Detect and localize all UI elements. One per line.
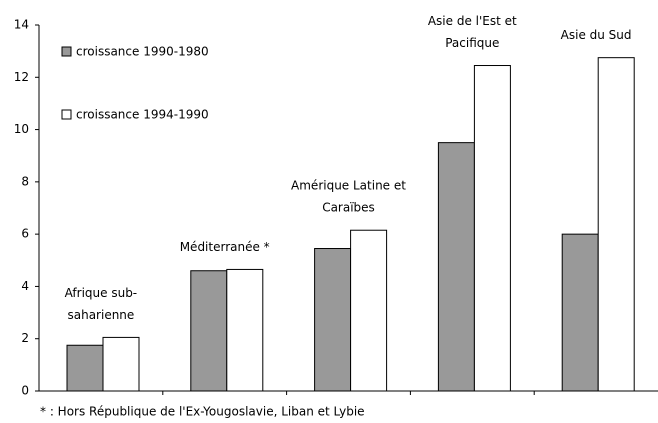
category-label: Afrique sub- xyxy=(65,286,138,300)
footnote: * : Hors République de l'Ex-Yougoslavie,… xyxy=(40,405,365,419)
legend-label: croissance 1994-1990 xyxy=(76,108,209,122)
y-tick-label: 12 xyxy=(14,70,29,84)
y-tick-label: 14 xyxy=(14,18,29,32)
y-tick-label: 0 xyxy=(21,384,29,398)
category-label: saharienne xyxy=(67,308,134,322)
category-label: Pacifique xyxy=(445,36,499,50)
category-label: Méditerranée * xyxy=(180,240,270,254)
y-tick-label: 2 xyxy=(21,331,29,345)
category-label: Asie du Sud xyxy=(561,28,632,42)
bar xyxy=(190,270,228,392)
bar xyxy=(597,57,635,392)
legend-swatch xyxy=(61,46,72,57)
y-tick-label: 8 xyxy=(21,174,29,188)
bar xyxy=(473,65,511,392)
bar xyxy=(66,344,104,392)
y-tick-label: 6 xyxy=(21,227,29,241)
y-tick-label: 10 xyxy=(14,122,29,136)
bar xyxy=(350,229,388,392)
bar xyxy=(102,336,140,392)
bar xyxy=(437,142,475,392)
bar xyxy=(226,268,264,392)
y-tick-label: 4 xyxy=(21,279,29,293)
bar xyxy=(314,248,352,392)
category-label: Asie de l'Est et xyxy=(428,14,517,28)
bar xyxy=(561,233,599,392)
category-label: Amérique Latine et xyxy=(291,179,406,193)
category-label: Caraïbes xyxy=(322,201,375,215)
legend-label: croissance 1990-1980 xyxy=(76,45,209,59)
legend-swatch xyxy=(61,109,72,120)
